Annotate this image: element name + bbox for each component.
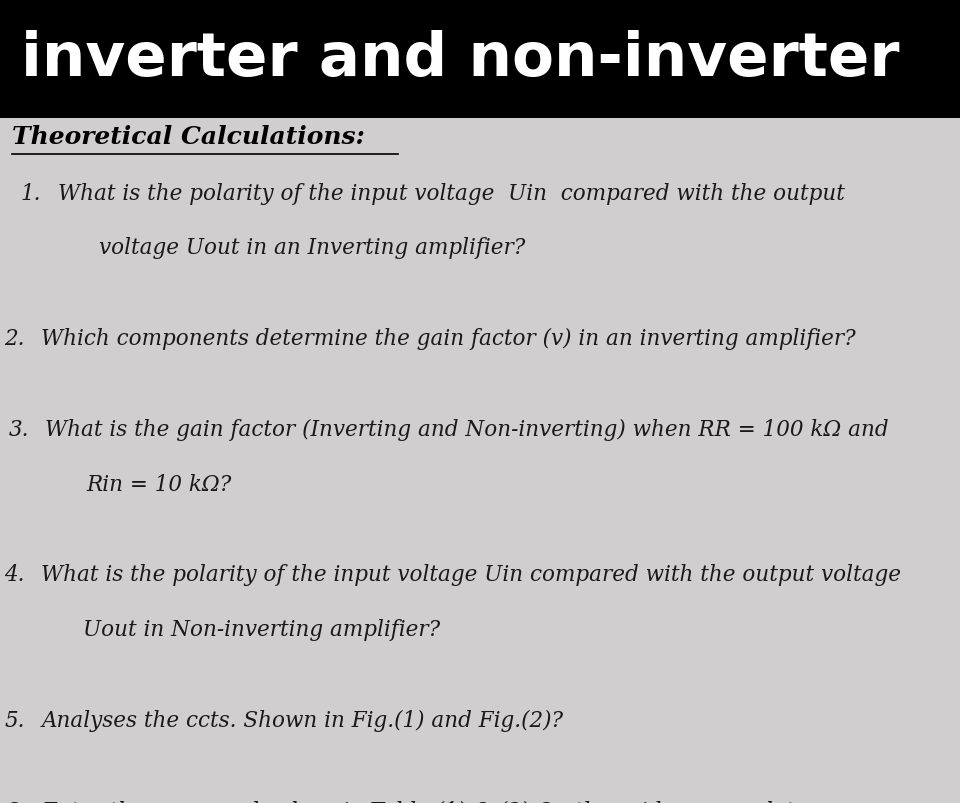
Text: What is the polarity of the input voltage  Uin  compared with the output: What is the polarity of the input voltag… [58, 182, 845, 204]
Text: What is the polarity of the input voltage Uin compared with the output voltage: What is the polarity of the input voltag… [41, 564, 901, 585]
Text: 2.: 2. [5, 328, 25, 349]
Text: 3.: 3. [9, 418, 29, 440]
FancyBboxPatch shape [0, 0, 960, 119]
Text: inverter and non-inverter: inverter and non-inverter [21, 30, 900, 89]
Text: voltage Uout in an Inverting amplifier?: voltage Uout in an Inverting amplifier? [99, 237, 525, 259]
Text: Enter the measured values in Table (1) & (2) On the grid paper , plot a: Enter the measured values in Table (1) &… [41, 800, 814, 803]
Text: Analyses the ccts. Shown in Fig.(1) and Fig.(2)?: Analyses the ccts. Shown in Fig.(1) and … [41, 709, 564, 731]
Text: 1.: 1. [21, 182, 41, 204]
Text: What is the gain factor (Inverting and Non-inverting) when RR = 100 kΩ and: What is the gain factor (Inverting and N… [45, 418, 889, 440]
Text: 6.: 6. [5, 800, 25, 803]
Text: Rin = 10 kΩ?: Rin = 10 kΩ? [86, 473, 231, 495]
Text: 4.: 4. [5, 564, 25, 585]
Text: Uout in Non-inverting amplifier?: Uout in Non-inverting amplifier? [83, 618, 440, 640]
Text: 5.: 5. [5, 709, 25, 731]
Text: Which components determine the gain factor (v) in an inverting amplifier?: Which components determine the gain fact… [41, 328, 856, 349]
Text: Theoretical Calculations:: Theoretical Calculations: [12, 124, 365, 149]
